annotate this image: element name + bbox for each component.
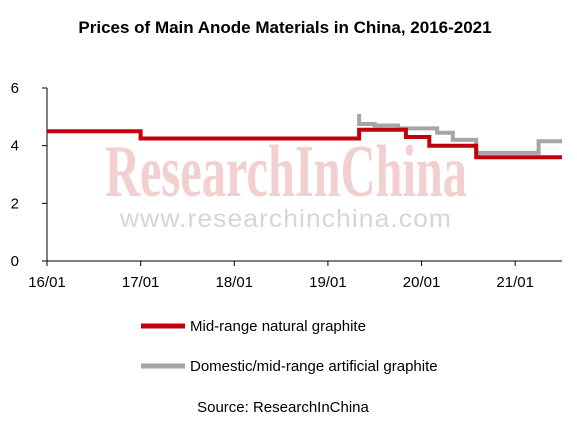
x-tick-label: 18/01	[215, 274, 253, 291]
legend-item-artificial-graphite: Domestic/mid-range artificial graphite	[141, 358, 438, 375]
legend-item-natural-graphite: Mid-range natural graphite	[141, 318, 366, 335]
x-tick-label: 16/01	[28, 274, 66, 291]
series-line-artificial-graphite	[357, 114, 562, 155]
x-tick-label: 17/01	[122, 274, 160, 291]
source-note: Source: ResearchInChina	[197, 399, 369, 416]
chart-title: Prices of Main Anode Materials in China,…	[78, 18, 491, 37]
x-tick-label: 20/01	[403, 274, 441, 291]
y-tick-label: 4	[11, 138, 19, 155]
x-tick-label: 21/01	[496, 274, 534, 291]
series-line-natural-graphite	[47, 127, 562, 160]
y-tick-label: 6	[11, 80, 19, 97]
legend-label-artificial-graphite: Domestic/mid-range artificial graphite	[190, 358, 438, 375]
y-tick-label: 2	[11, 195, 19, 212]
series-layer	[47, 114, 562, 160]
watermark: ResearchInChina www.researchinchina.com	[105, 131, 467, 233]
watermark-brand: ResearchInChina	[105, 131, 467, 213]
y-tick-label: 0	[11, 253, 19, 270]
x-tick-label: 19/01	[309, 274, 347, 291]
x-axis-ticks: 16/01 17/01 18/01 19/01 20/01 21/01	[28, 261, 534, 291]
legend: Mid-range natural graphite Domestic/mid-…	[141, 318, 438, 375]
y-axis-ticks: 0 2 4 6	[11, 80, 47, 270]
legend-label-natural-graphite: Mid-range natural graphite	[190, 318, 366, 335]
watermark-url: www.researchinchina.com	[119, 205, 452, 233]
